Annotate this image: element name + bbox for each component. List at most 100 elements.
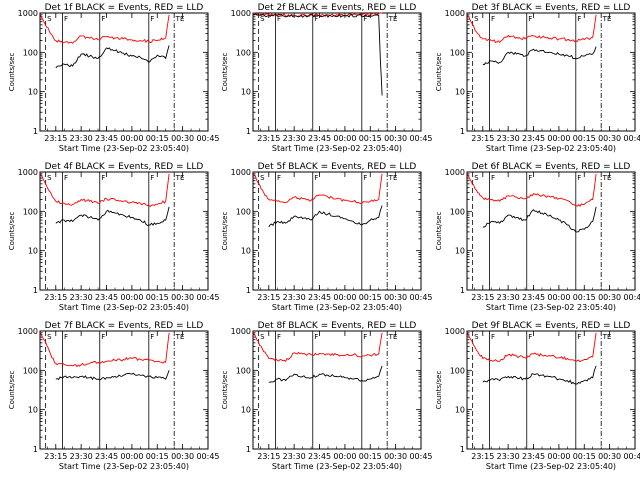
x-axis-label: Start Time (23-Sep-02 23:05:40)	[272, 462, 402, 471]
panel-5: Det 5f BLACK = Events, RED = LLD 1 10 100 10…	[221, 162, 433, 312]
x-tick-label: 00:45	[196, 452, 219, 461]
y-tick-label: 1000	[18, 168, 38, 177]
panel-title: Det 4f BLACK = Events, RED = LLD	[45, 162, 204, 172]
series-lld-line	[40, 173, 170, 207]
marker-label: F	[64, 174, 68, 182]
y-axis-label: Counts/sec	[8, 371, 16, 410]
x-tick-label: 00:30	[384, 293, 407, 302]
panel-title: Det 7f BLACK = Events, RED = LLD	[45, 321, 204, 331]
marker-label: F	[277, 15, 281, 23]
x-tick-label: 00:15	[573, 293, 596, 302]
panel-title: Det 5f BLACK = Events, RED = LLD	[258, 162, 417, 172]
series-events-line	[482, 46, 597, 66]
marker-label: F	[150, 15, 154, 23]
panel-title: Det 9f BLACK = Events, RED = LLD	[472, 321, 631, 331]
x-tick-label: 23:45	[308, 134, 331, 143]
panel-7: Det 7f BLACK = Events, RED = LLD 1 10 100 10…	[8, 321, 220, 471]
marker-label: F	[314, 174, 318, 182]
marker-label: F	[277, 333, 281, 341]
plot-frame	[466, 330, 636, 450]
marker-label: F	[314, 333, 318, 341]
y-tick-label: 1000	[231, 168, 251, 177]
x-tick-label: 23:45	[522, 293, 545, 302]
marker-label: S	[47, 333, 52, 341]
marker-label: TE	[388, 174, 398, 182]
plot-frame	[466, 12, 636, 132]
x-tick-label: 23:30	[70, 293, 93, 302]
y-tick-label: 100	[236, 207, 251, 216]
x-tick-label: 23:15	[44, 134, 67, 143]
marker-label: S	[474, 174, 479, 182]
series-events-line	[55, 206, 170, 227]
x-tick-label: 00:00	[333, 134, 356, 143]
x-tick-label: 00:45	[409, 293, 432, 302]
x-tick-label: 00:00	[120, 452, 143, 461]
x-tick-label: 23:45	[522, 134, 545, 143]
x-tick-label: 00:15	[359, 452, 382, 461]
series-events-line	[55, 45, 170, 69]
x-tick-label: 23:30	[70, 134, 93, 143]
panel-title: Det 1f BLACK = Events, RED = LLD	[45, 3, 204, 13]
x-tick-label: 23:15	[471, 452, 494, 461]
marker-label: F	[528, 15, 532, 23]
x-tick-label: 00:00	[547, 452, 570, 461]
x-tick-label: 00:45	[623, 134, 640, 143]
marker-label: F	[150, 333, 154, 341]
x-axis-label: Start Time (23-Sep-02 23:05:40)	[272, 144, 402, 153]
y-axis-label: Counts/sec	[435, 371, 443, 410]
x-tick-label: 00:15	[573, 134, 596, 143]
y-tick-label: 1000	[231, 9, 251, 18]
x-tick-label: 00:00	[333, 293, 356, 302]
marker-label: F	[577, 174, 581, 182]
x-tick-label: 00:45	[409, 134, 432, 143]
marker-label: F	[528, 333, 532, 341]
marker-label: S	[474, 333, 479, 341]
marker-label: TE	[602, 15, 612, 23]
series-events-line	[268, 205, 383, 228]
plot-frame	[466, 171, 636, 291]
y-axis-label: Counts/sec	[221, 212, 229, 251]
x-tick-label: 23:45	[95, 293, 118, 302]
x-tick-label: 23:30	[283, 293, 306, 302]
marker-label: S	[474, 15, 479, 23]
x-tick-label: 00:30	[598, 134, 621, 143]
x-axis-label: Start Time (23-Sep-02 23:05:40)	[59, 462, 189, 471]
series-lld-line	[253, 332, 383, 362]
marker-label: F	[577, 15, 581, 23]
marker-label: S	[47, 15, 52, 23]
x-tick-label: 00:30	[171, 293, 194, 302]
marker-label: TE	[602, 333, 612, 341]
marker-label: TE	[388, 333, 398, 341]
y-axis-label: Counts/sec	[221, 53, 229, 92]
x-axis-label: Start Time (23-Sep-02 23:05:40)	[486, 303, 616, 312]
plot-frame	[39, 12, 209, 132]
y-tick-label: 1	[246, 127, 251, 136]
x-tick-label: 00:30	[384, 452, 407, 461]
x-tick-label: 00:30	[171, 134, 194, 143]
y-axis-label: Counts/sec	[435, 212, 443, 251]
y-tick-label: 100	[236, 366, 251, 375]
x-tick-label: 00:45	[623, 452, 640, 461]
x-tick-label: 00:00	[547, 293, 570, 302]
marker-label: S	[260, 174, 265, 182]
x-tick-label: 23:45	[308, 293, 331, 302]
x-tick-label: 00:30	[171, 452, 194, 461]
x-tick-label: 00:15	[359, 293, 382, 302]
y-tick-label: 100	[450, 48, 465, 57]
marker-label: F	[491, 174, 495, 182]
marker-label: F	[528, 174, 532, 182]
series-lld-line	[467, 173, 597, 207]
x-tick-label: 23:30	[283, 134, 306, 143]
y-tick-label: 1	[33, 286, 38, 295]
panel-8: Det 8f BLACK = Events, RED = LLD 1 10 100 10…	[221, 321, 433, 471]
y-tick-label: 10	[241, 247, 251, 256]
y-tick-label: 1000	[18, 9, 38, 18]
y-tick-label: 100	[23, 366, 38, 375]
y-tick-label: 10	[241, 406, 251, 415]
y-tick-label: 10	[455, 247, 465, 256]
x-tick-label: 23:30	[70, 452, 93, 461]
panel-1: Det 1f BLACK = Events, RED = LLD 1 10 100 10…	[8, 3, 220, 153]
plot-frame	[39, 171, 209, 291]
y-tick-label: 1000	[231, 327, 251, 336]
marker-label: F	[363, 174, 367, 182]
